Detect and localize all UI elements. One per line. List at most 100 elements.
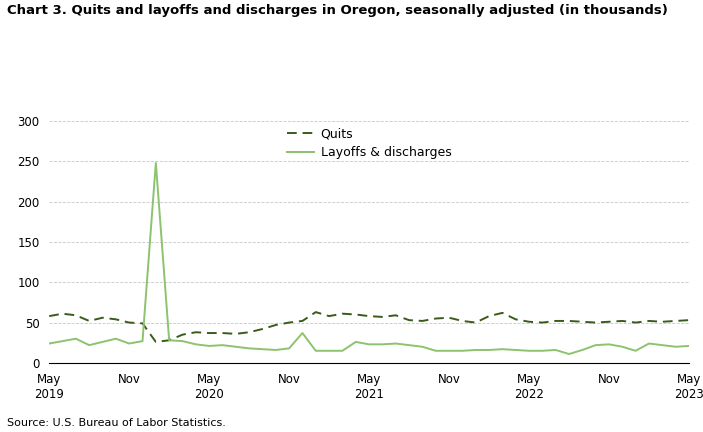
Layoffs & discharges xyxy=(179,339,187,344)
Layoffs & discharges xyxy=(565,351,573,356)
Quits xyxy=(245,330,253,335)
Quits xyxy=(138,321,147,326)
Layoffs & discharges xyxy=(165,338,174,343)
Text: Chart 3. Quits and layoffs and discharges in Oregon, seasonally adjusted (in tho: Chart 3. Quits and layoffs and discharge… xyxy=(7,4,668,17)
Quits xyxy=(205,330,213,336)
Quits xyxy=(271,322,280,327)
Layoffs & discharges xyxy=(98,339,107,344)
Quits xyxy=(98,315,107,320)
Quits xyxy=(512,317,520,322)
Quits xyxy=(365,314,373,319)
Quits xyxy=(498,310,507,315)
Layoffs & discharges xyxy=(365,342,373,347)
Layoffs & discharges xyxy=(45,341,53,346)
Legend: Quits, Layoffs & discharges: Quits, Layoffs & discharges xyxy=(287,127,451,159)
Quits xyxy=(231,331,240,337)
Layoffs & discharges xyxy=(472,347,480,353)
Layoffs & discharges xyxy=(352,339,360,344)
Quits xyxy=(685,318,693,323)
Quits xyxy=(218,330,226,336)
Layoffs & discharges xyxy=(671,344,680,349)
Layoffs & discharges xyxy=(512,347,520,353)
Layoffs & discharges xyxy=(192,342,200,347)
Quits xyxy=(432,316,440,321)
Quits xyxy=(311,309,320,314)
Layoffs & discharges xyxy=(392,341,400,346)
Line: Quits: Quits xyxy=(49,312,689,342)
Layoffs & discharges xyxy=(205,343,213,349)
Text: Source: U.S. Bureau of Labor Statistics.: Source: U.S. Bureau of Labor Statistics. xyxy=(7,418,226,428)
Quits xyxy=(58,311,67,316)
Layoffs & discharges xyxy=(338,348,347,353)
Layoffs & discharges xyxy=(405,343,413,348)
Quits xyxy=(524,319,533,324)
Layoffs & discharges xyxy=(218,343,226,348)
Quits xyxy=(338,311,347,316)
Quits xyxy=(165,338,174,343)
Quits xyxy=(658,319,666,324)
Quits xyxy=(645,318,653,324)
Layoffs & discharges xyxy=(658,343,666,348)
Quits xyxy=(631,320,640,325)
Layoffs & discharges xyxy=(258,346,266,352)
Layoffs & discharges xyxy=(485,347,494,353)
Quits xyxy=(378,314,387,320)
Line: Layoffs & discharges: Layoffs & discharges xyxy=(49,163,689,354)
Quits xyxy=(325,314,333,319)
Layoffs & discharges xyxy=(152,160,160,165)
Layoffs & discharges xyxy=(432,348,440,353)
Quits xyxy=(458,318,467,324)
Quits xyxy=(578,319,586,324)
Layoffs & discharges xyxy=(271,347,280,353)
Quits xyxy=(472,320,480,325)
Quits xyxy=(405,318,413,323)
Quits xyxy=(298,318,307,324)
Quits xyxy=(285,320,293,325)
Layoffs & discharges xyxy=(458,348,467,353)
Layoffs & discharges xyxy=(138,339,147,344)
Quits xyxy=(258,327,266,332)
Quits xyxy=(179,332,187,337)
Layoffs & discharges xyxy=(618,344,626,349)
Layoffs & discharges xyxy=(311,348,320,353)
Quits xyxy=(152,339,160,344)
Layoffs & discharges xyxy=(498,346,507,352)
Layoffs & discharges xyxy=(631,348,640,353)
Quits xyxy=(45,314,53,319)
Quits xyxy=(605,319,613,324)
Quits xyxy=(418,318,427,324)
Quits xyxy=(671,318,680,324)
Quits xyxy=(392,313,400,318)
Quits xyxy=(85,318,93,324)
Layoffs & discharges xyxy=(325,348,333,353)
Layoffs & discharges xyxy=(112,336,120,341)
Quits xyxy=(192,330,200,335)
Layoffs & discharges xyxy=(285,346,293,351)
Layoffs & discharges xyxy=(551,347,560,353)
Layoffs & discharges xyxy=(645,341,653,346)
Layoffs & discharges xyxy=(58,339,67,344)
Quits xyxy=(485,314,494,319)
Quits xyxy=(565,318,573,324)
Quits xyxy=(538,320,546,325)
Quits xyxy=(618,318,626,324)
Layoffs & discharges xyxy=(418,344,427,349)
Layoffs & discharges xyxy=(524,348,533,353)
Layoffs & discharges xyxy=(245,346,253,351)
Quits xyxy=(125,320,134,325)
Layoffs & discharges xyxy=(378,342,387,347)
Quits xyxy=(352,312,360,317)
Layoffs & discharges xyxy=(591,343,600,348)
Layoffs & discharges xyxy=(125,341,134,346)
Quits xyxy=(445,315,453,320)
Quits xyxy=(72,313,80,318)
Layoffs & discharges xyxy=(538,348,546,353)
Layoffs & discharges xyxy=(685,343,693,349)
Layoffs & discharges xyxy=(445,348,453,353)
Quits xyxy=(551,318,560,324)
Layoffs & discharges xyxy=(85,343,93,348)
Layoffs & discharges xyxy=(231,344,240,349)
Quits xyxy=(112,317,120,322)
Quits xyxy=(591,320,600,325)
Layoffs & discharges xyxy=(298,330,307,336)
